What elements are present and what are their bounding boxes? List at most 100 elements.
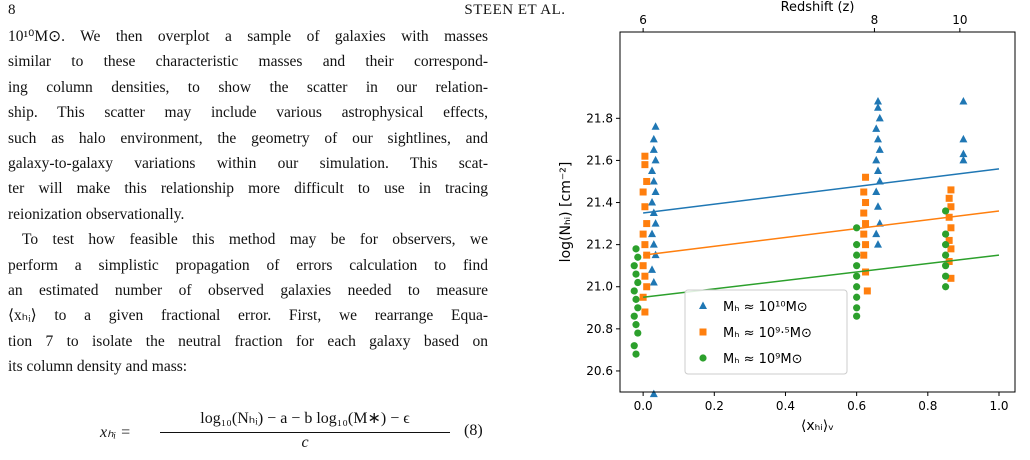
triangle-marker <box>649 278 658 286</box>
square-marker <box>862 220 870 228</box>
triangle-marker <box>873 96 882 105</box>
circle-marker <box>853 224 861 232</box>
square-marker <box>641 272 649 280</box>
triangle-marker <box>959 155 968 164</box>
triangle-marker <box>872 229 881 238</box>
triangle-marker <box>651 219 660 227</box>
square-marker <box>947 274 955 282</box>
triangle-marker <box>875 145 884 153</box>
text-line: ing column densities, to show the scatte… <box>8 78 488 96</box>
legend: Mₕ ≈ 10¹⁰M⊙ Mₕ ≈ 10⁹·⁵M⊙ Mₕ ≈ 10⁹M⊙ <box>684 289 848 375</box>
equation-numerator: log₁₀(Nₕᵢ) − a − b log₁₀(M∗) − ϵ <box>200 410 410 427</box>
circle-marker <box>853 304 861 312</box>
running-title: STEEN ET AL. <box>464 2 566 18</box>
triangle-marker <box>648 198 657 206</box>
text-line: such as halo environment, the geometry o… <box>8 129 488 147</box>
square-marker <box>947 224 955 232</box>
circle-marker <box>853 241 861 249</box>
triangle-marker <box>651 187 660 195</box>
triangle-marker <box>873 134 882 143</box>
circle-marker <box>634 304 642 312</box>
y-tick-label: 21.0 <box>586 280 613 294</box>
square-marker <box>945 236 953 244</box>
text-line: an estimated number of observed galaxies… <box>8 281 488 299</box>
square-marker <box>947 186 955 194</box>
square-marker <box>639 262 647 270</box>
circle-marker <box>942 230 950 238</box>
equation: xₕᵢ = log₁₀(Nₕᵢ) − a − b log₁₀(M∗) − ϵ c… <box>0 408 500 458</box>
square-marker <box>947 203 955 211</box>
triangle-marker <box>875 219 884 227</box>
circle-marker <box>632 270 640 278</box>
square-marker <box>863 287 871 295</box>
legend-label: Mₕ ≈ 10¹⁰M⊙ <box>723 300 808 315</box>
square-marker <box>643 220 651 228</box>
square-marker <box>641 152 649 160</box>
circle-marker <box>942 272 950 280</box>
circle-marker <box>853 312 861 320</box>
text-line: ter will make this relationship more dif… <box>8 180 488 198</box>
triangle-marker <box>649 389 658 398</box>
x-tick-label: 0.0 <box>634 399 653 413</box>
circle-marker <box>632 350 640 358</box>
x-tick-label: 1.0 <box>989 399 1008 413</box>
circle-marker <box>630 312 638 320</box>
triangle-marker <box>875 176 884 185</box>
x2-tick-label: 10 <box>952 13 967 27</box>
text-line: tion 7 to isolate the neutral fraction f… <box>8 332 488 350</box>
circle-marker <box>853 251 861 259</box>
square-marker <box>862 199 870 207</box>
fit-line <box>643 210 1000 256</box>
text-line: galaxy-to-galaxy variations within our s… <box>8 154 488 172</box>
circle-marker <box>853 272 861 280</box>
square-marker <box>947 245 955 253</box>
square-marker <box>862 241 870 249</box>
circle-marker <box>632 295 640 303</box>
x2-tick-label: 8 <box>871 13 879 27</box>
text-line: To test how feasible this method may be … <box>22 231 488 249</box>
page-number: 8 <box>8 2 16 18</box>
circle-marker <box>699 354 707 362</box>
x-tick-label: 0.2 <box>705 399 724 413</box>
triangle-marker <box>648 265 657 273</box>
paragraph: To test how feasible this method may be … <box>8 227 488 379</box>
fit-line <box>643 168 1000 214</box>
x-tick-label: 0.4 <box>776 399 795 413</box>
square-marker <box>641 203 649 211</box>
circle-marker <box>942 283 950 291</box>
square-marker <box>860 209 868 217</box>
text-line: its column density and mass: <box>8 358 188 376</box>
square-marker <box>860 188 868 196</box>
triangle-marker <box>873 202 882 210</box>
triangle-marker <box>873 103 882 111</box>
square-marker <box>860 230 868 238</box>
text-line: 10¹⁰M⊙. We then overplot a sample of gal… <box>8 28 488 45</box>
legend-box <box>684 289 848 375</box>
triangle-marker <box>651 250 660 259</box>
equation-denominator: c <box>301 434 309 451</box>
chart: 20.6 20.8 21.0 21.2 21.4 21.6 21.8 0.0 0.2 0.4 0.6… <box>558 0 1016 434</box>
square-marker <box>641 308 649 316</box>
equation-number: (8) <box>464 422 483 439</box>
triangle-marker <box>649 145 658 153</box>
square-marker <box>643 177 651 185</box>
triangle-marker <box>699 301 707 309</box>
square-marker <box>639 293 647 301</box>
y-tick-label: 21.2 <box>586 238 613 252</box>
square-marker <box>862 268 870 276</box>
circle-marker <box>632 321 640 329</box>
triangle-marker <box>648 166 657 174</box>
circle-marker <box>630 287 638 295</box>
square-marker <box>699 328 707 336</box>
x-tick-label: 0.6 <box>847 399 866 413</box>
triangle-marker <box>873 166 882 174</box>
square-marker <box>641 241 649 249</box>
square-marker <box>639 188 647 196</box>
legend-label: Mₕ ≈ 10⁹·⁵M⊙ <box>723 326 812 341</box>
triangle-marker <box>872 124 881 132</box>
circle-marker <box>634 278 642 287</box>
triangle-marker <box>872 187 881 195</box>
circle-marker <box>942 207 950 215</box>
text-line: ship. This scatter may include various a… <box>8 104 488 122</box>
